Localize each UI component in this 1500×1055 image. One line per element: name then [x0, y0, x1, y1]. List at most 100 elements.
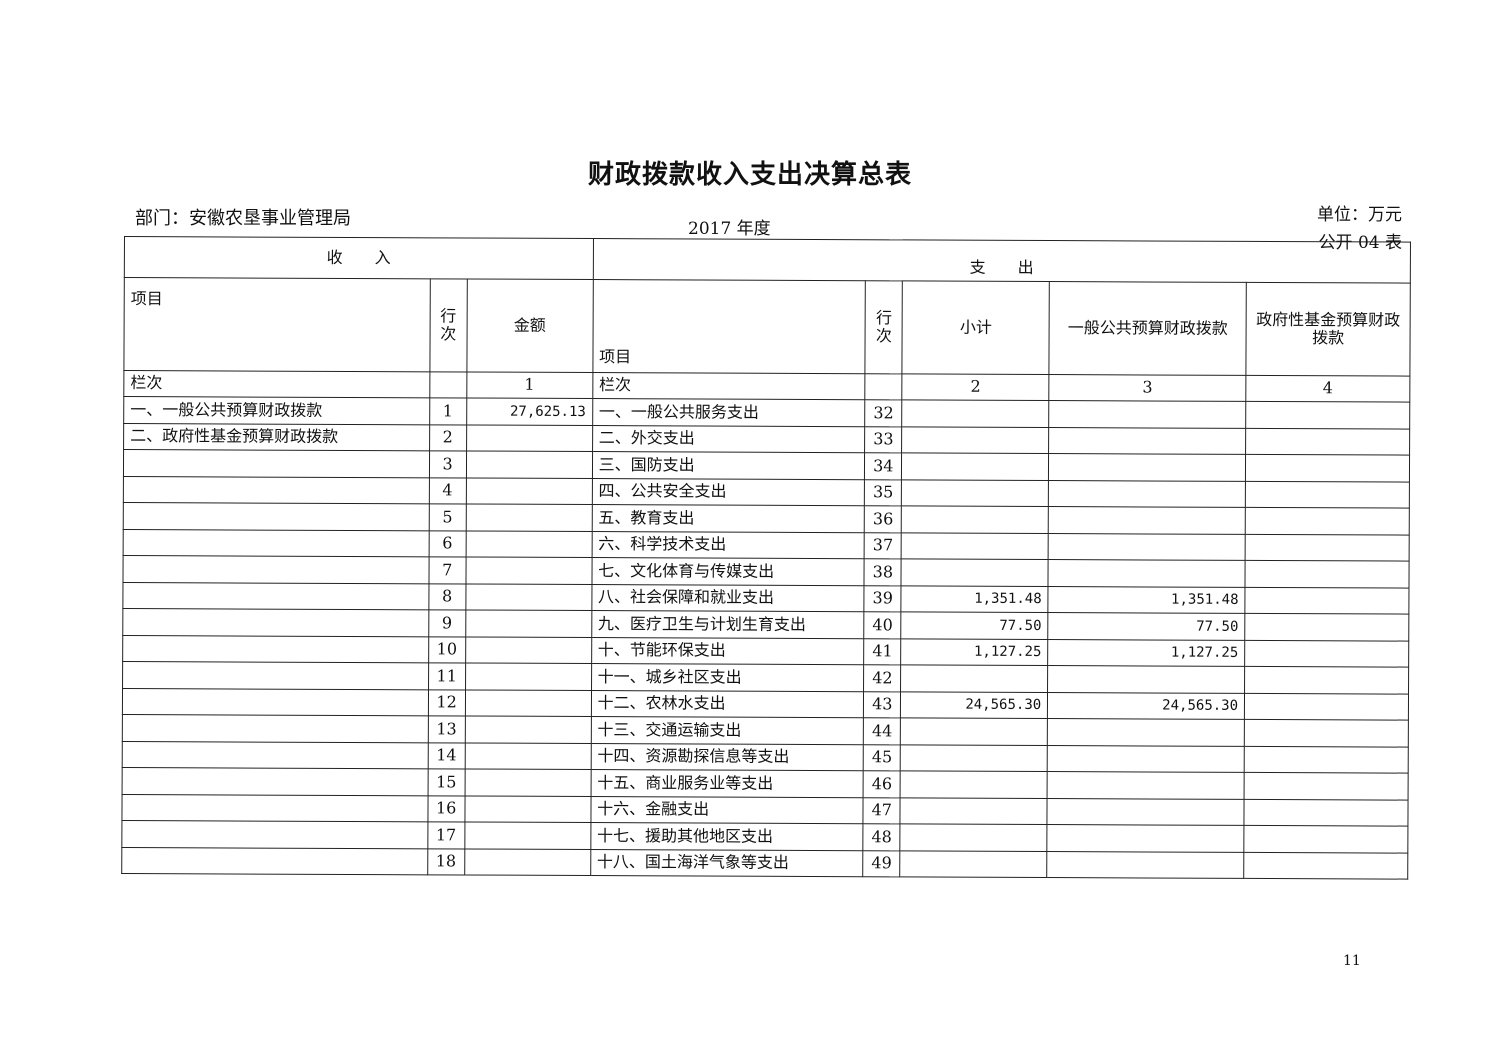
expense-line-cell: 40 [864, 611, 902, 639]
general-budget-cell [1047, 718, 1245, 746]
income-item-cell [122, 608, 429, 637]
income-line-cell: 4 [429, 477, 467, 504]
income-item-cell [122, 555, 429, 584]
expense-line-cell: 37 [864, 532, 902, 559]
subtotal-cell [900, 664, 1048, 693]
expense-section-header: 支 出 [592, 238, 1411, 283]
general-budget-cell: 77.50 [1047, 612, 1245, 640]
general-budget-header: 一般公共预算财政拨款 [1049, 281, 1247, 375]
income-item-cell [122, 581, 429, 610]
income-item-cell [122, 634, 429, 663]
expense-item-cell: 五、教育支出 [591, 504, 865, 533]
col-number-4: 4 [1245, 374, 1410, 403]
income-amount-cell [465, 503, 592, 532]
income-line-header: 行次 [429, 278, 467, 372]
expense-line-cell: 43 [863, 691, 901, 718]
income-item-cell [122, 714, 429, 743]
income-amount-cell [464, 715, 592, 744]
subtotal-cell: 24,565.30 [900, 691, 1048, 719]
income-item-cell [121, 793, 428, 822]
col-number-1: 1 [466, 371, 593, 399]
expense-line-cell: 34 [864, 452, 902, 480]
expense-line-cell: 36 [864, 505, 902, 533]
expense-line-cell: 35 [864, 479, 902, 506]
income-item-cell [123, 449, 430, 478]
expense-item-cell: 七、文化体育与传媒支出 [591, 557, 865, 586]
unit-label: 单位：万元 [1317, 205, 1402, 225]
expense-item-header: 项目 [592, 279, 866, 374]
subtotal-cell [900, 770, 1048, 799]
subtotal-header: 小计 [902, 280, 1050, 375]
income-line-cell: 15 [427, 768, 465, 796]
income-line-cell: 13 [427, 715, 466, 743]
expense-line-cell: 39 [864, 585, 902, 612]
income-amount-cell [466, 450, 593, 479]
income-amount-cell [465, 556, 592, 585]
department-label: 部门：安徽农垦事业管理局 [135, 208, 351, 229]
expense-item-cell: 十三、交通运输支出 [590, 716, 864, 745]
expense-line-cell: 42 [863, 664, 901, 692]
gov-fund-cell [1244, 798, 1409, 827]
income-line-cell: 2 [429, 424, 467, 451]
gov-fund-header: 政府性基金预算财政拨款 [1245, 281, 1411, 376]
income-amount-cell [464, 742, 591, 770]
gov-fund-cell [1245, 454, 1410, 482]
general-budget-cell [1048, 559, 1246, 587]
fiscal-year: 2017 年度 [688, 219, 771, 239]
income-item-cell [123, 502, 430, 531]
gov-fund-cell [1244, 772, 1409, 800]
income-line-cell: 17 [427, 821, 465, 849]
subtotal-cell [900, 850, 1048, 878]
general-budget-cell [1048, 453, 1246, 481]
income-amount-cell [465, 662, 592, 691]
budget-table: 收 入 支 出 项目 行次 金额 项目 行次 小计 一般公共预算财政拨款 政府性… [121, 236, 1411, 880]
empty-cell [865, 373, 903, 400]
general-budget-cell: 1,127.25 [1047, 639, 1245, 667]
income-amount-cell: 27,625.13 [466, 397, 593, 426]
general-budget-cell [1048, 400, 1246, 428]
expense-item-cell: 三、国防支出 [592, 451, 865, 480]
income-line-cell: 7 [428, 556, 466, 584]
subtotal-cell: 1,351.48 [901, 585, 1049, 613]
income-item-cell [121, 820, 428, 849]
income-item-cell [123, 475, 430, 504]
income-section-header: 收 入 [124, 236, 594, 280]
subtotal-cell [901, 426, 1049, 454]
subtotal-cell [901, 452, 1049, 481]
table-body: 一、一般公共预算财政拨款 1 27,625.13 一、一般公共服务支出 32 二、政府性基… [121, 396, 1410, 880]
subtotal-cell: 1,127.25 [900, 638, 1048, 666]
table-row: 18 十八、国土海洋气象等支出 49 [121, 846, 1408, 880]
income-line-cell: 1 [429, 397, 467, 425]
income-item-header: 项目 [123, 277, 430, 372]
gov-fund-cell [1245, 480, 1410, 509]
expense-item-cell: 一、一般公共服务支出 [592, 398, 866, 427]
income-amount-header: 金额 [466, 278, 593, 373]
subtotal-cell [900, 717, 1048, 746]
income-line-cell: 9 [428, 609, 466, 637]
expense-line-cell: 46 [863, 770, 901, 798]
income-line-cell: 6 [428, 530, 466, 557]
expense-item-cell: 二、外交支出 [592, 425, 866, 453]
col-label-income: 栏次 [123, 370, 430, 398]
general-budget-cell [1047, 771, 1245, 799]
general-budget-cell [1047, 745, 1245, 773]
subtotal-cell [901, 532, 1049, 560]
subtotal-cell [901, 399, 1050, 428]
expense-line-cell: 38 [864, 558, 902, 586]
general-budget-cell [1046, 851, 1244, 879]
general-budget-cell: 24,565.30 [1047, 692, 1245, 720]
general-budget-cell [1047, 665, 1245, 693]
income-item-cell [122, 767, 428, 796]
income-line-cell: 8 [428, 583, 466, 610]
gov-fund-cell [1244, 745, 1409, 774]
gov-fund-cell [1245, 560, 1410, 588]
gov-fund-cell [1243, 851, 1408, 880]
expense-line-cell: 41 [863, 638, 902, 665]
income-amount-cell [465, 583, 592, 611]
income-item-cell: 一、一般公共预算财政拨款 [123, 396, 430, 425]
expense-item-cell: 四、公共安全支出 [591, 478, 865, 506]
income-line-cell: 12 [428, 689, 466, 716]
income-amount-cell [464, 821, 591, 850]
expense-line-cell: 48 [863, 823, 901, 851]
